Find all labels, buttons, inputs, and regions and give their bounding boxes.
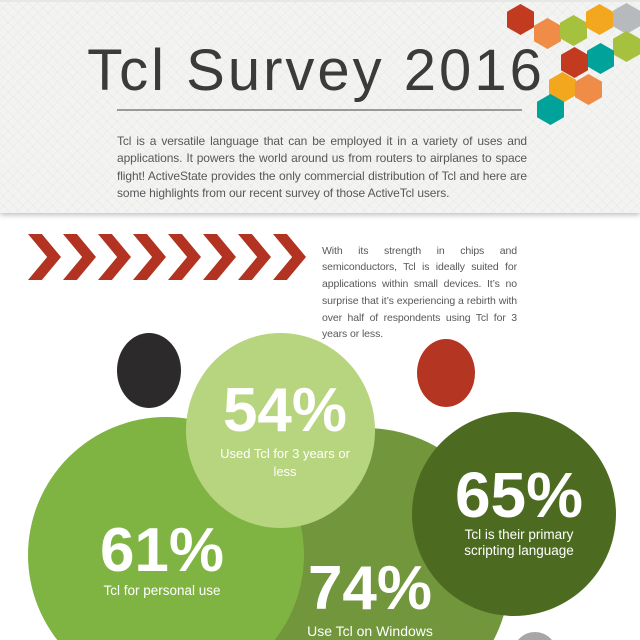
chevron-right-icon (133, 234, 166, 280)
hexagon-icon (507, 4, 534, 35)
stat-used-tcl-3-years-or-less: 54% Used Tcl for 3 years or less (185, 380, 385, 481)
chevron-right-icon (168, 234, 201, 280)
stat-value: 61% (99, 516, 225, 585)
intro-paragraph: Tcl is a versatile language that can be … (117, 134, 527, 200)
title-underline (117, 109, 522, 111)
hexagon-icon (613, 3, 640, 34)
stat-primary-scripting-language: 65% Tcl is their primary scripting langu… (419, 463, 619, 559)
chevron-right-icon (273, 234, 306, 280)
stat-label: Tcl for personal use (103, 583, 221, 598)
chevron-right-icon (63, 234, 96, 280)
hexagon-icon (586, 4, 613, 35)
stat-tcl-for-personal-use: 61% Tcl for personal use (62, 520, 262, 600)
stat-value: 54% (222, 376, 348, 445)
decorative-black-dot (117, 333, 181, 408)
chevron-right-icon (28, 234, 61, 280)
chevron-right-icon (98, 234, 131, 280)
chevron-right-icon (203, 234, 236, 280)
stat-label: Used Tcl for 3 years or less (220, 446, 350, 479)
highlight-paragraph: With its strength in chips and semicondu… (322, 244, 517, 341)
bubble-primary-scripting-language (412, 412, 616, 616)
stat-label: Use Tcl on Windows (307, 623, 433, 639)
stat-label: Tcl is their primary scripting language (464, 527, 574, 558)
chevron-arrows (28, 234, 308, 280)
decorative-gray-dot (513, 632, 557, 640)
decorative-red-dot (417, 339, 475, 407)
stat-value: 65% (454, 459, 584, 531)
bubble-used-tcl-3-years-or-less (186, 333, 375, 528)
chevron-right-icon (238, 234, 271, 280)
hexagon-icon (613, 31, 640, 62)
header-card: Tcl Survey 2016 Tcl is a versatile langu… (0, 0, 640, 213)
page-title: Tcl Survey 2016 (87, 38, 545, 103)
stat-use-tcl-on-windows: 74% Use Tcl on Windows (270, 558, 470, 640)
stat-value: 74% (307, 554, 433, 623)
